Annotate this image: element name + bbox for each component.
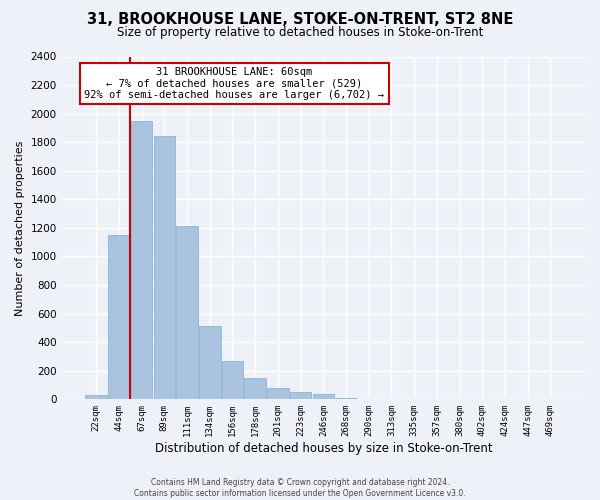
Bar (108, 235, 130, 400)
Bar (222, 361, 243, 400)
X-axis label: Distribution of detached houses by size in Stoke-on-Trent: Distribution of detached houses by size … (155, 442, 492, 455)
Text: Size of property relative to detached houses in Stoke-on-Trent: Size of property relative to detached ho… (117, 26, 483, 39)
Bar (335, 398, 357, 400)
Text: 31 BROOKHOUSE LANE: 60sqm
← 7% of detached houses are smaller (529)
92% of semi-: 31 BROOKHOUSE LANE: 60sqm ← 7% of detach… (85, 67, 385, 100)
Bar (176, 226, 198, 400)
Y-axis label: Number of detached properties: Number of detached properties (15, 140, 25, 316)
Bar (131, 121, 152, 400)
Text: 31, BROOKHOUSE LANE, STOKE-ON-TRENT, ST2 8NE: 31, BROOKHOUSE LANE, STOKE-ON-TRENT, ST2… (87, 12, 513, 28)
Text: Contains HM Land Registry data © Crown copyright and database right 2024.
Contai: Contains HM Land Registry data © Crown c… (134, 478, 466, 498)
Bar (199, 326, 221, 400)
Bar (358, 398, 380, 400)
Bar (313, 394, 334, 400)
Bar (85, 395, 107, 400)
Bar (244, 378, 266, 400)
Bar (290, 392, 311, 400)
Bar (154, 136, 175, 400)
Bar (267, 388, 289, 400)
